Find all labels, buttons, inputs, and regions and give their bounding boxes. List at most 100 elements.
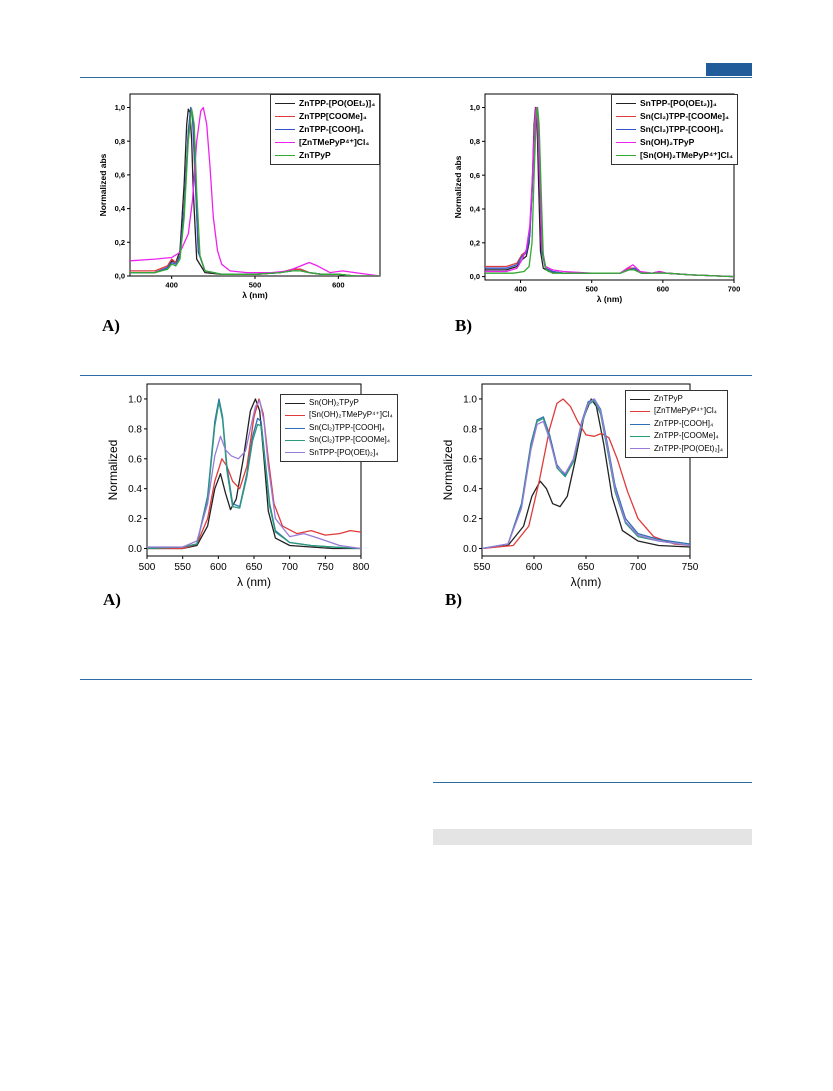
- legend-label: ZnTPP-[PO(OEt)₂]₄: [654, 443, 724, 453]
- y-axis-label: Normalized: [106, 440, 120, 501]
- y-tick-label: 0,4: [470, 205, 481, 214]
- legend-label: Sn(OH)₂TPyP: [640, 137, 695, 147]
- y-tick-label: 0.4: [463, 484, 477, 495]
- legend-entry: ZnTPyP: [275, 149, 375, 162]
- y-tick-label: 1,0: [115, 103, 125, 112]
- y-tick-label: 0.2: [128, 514, 142, 525]
- legend-entry: [Sn(OH)₂TMePyP⁴⁺]Cl₄: [285, 409, 393, 421]
- legend-swatch: [616, 142, 636, 143]
- y-axis-label: Normalized: [441, 440, 455, 501]
- x-tick-label: 650: [578, 562, 595, 573]
- legend-label: [Sn(OH)₂TMePyP⁴⁺]Cl₄: [309, 410, 393, 420]
- x-tick-label: 600: [526, 562, 543, 573]
- top-rule: [80, 77, 752, 78]
- x-tick-label: 500: [249, 281, 262, 290]
- y-tick-label: 0,0: [115, 272, 125, 281]
- legend-label: ZnTPP-[COOMe]₄: [654, 431, 719, 441]
- legend-label: ZnTPP[COOMe]₄: [299, 111, 367, 121]
- legend-swatch: [275, 103, 295, 104]
- legend-label: SnTPP-[PO(OEt₂)]₄: [640, 98, 717, 108]
- legend-swatch: [275, 142, 295, 143]
- legend-zn-fluorescence: ZnTPyP [ZnTMePyP⁴⁺]Cl₄ ZnTPP-[COOH]₄ ZnTPP-…: [625, 390, 729, 459]
- y-tick-label: 1.0: [463, 394, 477, 405]
- legend-entry: ZnTPP-[PO(OEt)₂]₄: [630, 443, 723, 455]
- x-tick-label: 500: [139, 562, 156, 573]
- legend-swatch: [616, 103, 636, 104]
- x-tick-label: 600: [210, 562, 227, 573]
- legend-entry: Sn(Cl₂)TPP-[COOH]₄: [285, 422, 393, 434]
- x-tick-label: 750: [317, 562, 334, 573]
- legend-label: Sn(Cl₂)TPP-[COOH]₄: [309, 422, 385, 432]
- legend-label: [Sn(OH)₂TMePyP⁴⁺]Cl₄: [640, 150, 734, 160]
- y-tick-label: 1.0: [128, 394, 142, 405]
- y-tick-label: 0,0: [470, 272, 480, 281]
- legend-swatch: [285, 452, 305, 454]
- legend-entry: ZnTPP-[PO(OEt₂)]₄: [275, 97, 375, 110]
- legend-sn-fluorescence: Sn(OH)₂TPyP [Sn(OH)₂TMePyP⁴⁺]Cl₄ Sn(Cl₂)TP…: [280, 394, 398, 463]
- legend-label: SnTPP-[PO(OEt)₂]₄: [309, 447, 379, 457]
- y-tick-label: 0,4: [115, 204, 126, 213]
- legend-swatch: [285, 439, 305, 441]
- legend-entry: SnTPP-[PO(OEt₂)]₄: [616, 97, 733, 110]
- legend-label: Sn(Cl₂)TPP-[COOMe]₄: [640, 111, 730, 121]
- x-tick-label: 750: [682, 562, 699, 573]
- x-tick-label: 800: [353, 562, 370, 573]
- x-tick-label: 550: [474, 562, 491, 573]
- y-tick-label: 0.0: [463, 544, 477, 555]
- header-accent-block: [706, 63, 752, 76]
- legend-entry: ZnTPyP: [630, 393, 723, 405]
- legend-label: [ZnTMePyP⁴⁺]Cl₄: [654, 406, 717, 416]
- x-tick-label: 400: [514, 285, 527, 294]
- legend-swatch: [285, 415, 305, 417]
- panel-label-2a: A): [103, 590, 121, 609]
- series-line-3: [147, 401, 361, 550]
- chart-zn-absorbance: 400 500 600 0,0 0,2 0,4 0,6 0,8 1,0 λ (nm) Normali…: [98, 93, 381, 300]
- legend-label: ZnTPP-[PO(OEt₂)]₄: [299, 98, 376, 108]
- y-tick-label: 0.6: [463, 454, 477, 465]
- panel-label-2b: B): [445, 590, 462, 609]
- chart-zn-fluorescence: 550 600 650 700 750 0.0 0.2 0.4 0.6 0.8 1.0 λ(nm) No…: [441, 383, 699, 589]
- y-tick-label: 0.6: [128, 454, 142, 465]
- legend-swatch: [275, 129, 295, 130]
- legend-label: Sn(OH)₂TPyP: [309, 398, 359, 407]
- x-axis-label: λ (nm): [597, 294, 623, 304]
- legend-entry: ZnTPP[COOMe]₄: [275, 110, 375, 123]
- x-tick-label: 700: [281, 562, 298, 573]
- series-line-1: [147, 398, 361, 550]
- grey-bar: [433, 829, 752, 845]
- legend-swatch: [616, 129, 636, 130]
- y-tick-label: 0.2: [463, 514, 477, 525]
- legend-swatch: [285, 402, 305, 404]
- legend-entry: ZnTPP-[COOMe]₄: [630, 430, 723, 442]
- legend-entry: Sn(OH)₂TPyP: [616, 136, 733, 149]
- panel-label-1a: A): [102, 316, 120, 335]
- chart-sn-absorbance: 400 500 600 700 0,0 0,2 0,4 0,6 0,8 1,0 λ (nm) Norm…: [453, 93, 740, 304]
- legend-label: Sn(Cl₂)TPP-[COOMe]₄: [309, 435, 391, 445]
- y-tick-label: 0,2: [470, 238, 480, 247]
- legend-label: Sn(Cl₂)TPP-[COOH]₄: [640, 124, 724, 134]
- legend-entry: Sn(OH)₂TPyP: [285, 397, 393, 409]
- legend-swatch: [275, 155, 295, 156]
- legend-entry: [Sn(OH)₂TMePyP⁴⁺]Cl₄: [616, 149, 733, 162]
- series-line-0: [482, 398, 690, 550]
- series-line-4: [485, 106, 734, 278]
- legend-entry: Sn(Cl₂)TPP-[COOMe]₄: [285, 434, 393, 446]
- y-tick-label: 0.4: [128, 484, 142, 495]
- x-axis-label: λ (nm): [242, 290, 268, 300]
- x-axis-label: λ(nm): [571, 575, 602, 589]
- legend-zn-absorbance: ZnTPP-[PO(OEt₂)]₄ ZnTPP[COOMe]₄ ZnTPP-[COO…: [270, 94, 381, 165]
- legend-label: ZnTPP-[COOH]₄: [299, 124, 364, 134]
- legend-label: ZnTPyP: [299, 150, 331, 160]
- legend-label: ZnTPP-[COOH]₄: [654, 418, 714, 428]
- legend-entry: ZnTPP-[COOH]₄: [275, 123, 375, 136]
- y-tick-label: 0.8: [128, 424, 142, 435]
- series-line-4: [482, 398, 690, 550]
- x-tick-label: 700: [630, 562, 647, 573]
- legend-entry: SnTPP-[PO(OEt)₂]₄: [285, 447, 393, 459]
- legend-swatch: [285, 427, 305, 429]
- series-line-4: [130, 108, 380, 276]
- x-tick-label: 400: [165, 281, 178, 290]
- plot-frame: [484, 93, 735, 281]
- x-axis-label: λ (nm): [237, 575, 271, 589]
- legend-swatch: [616, 116, 636, 117]
